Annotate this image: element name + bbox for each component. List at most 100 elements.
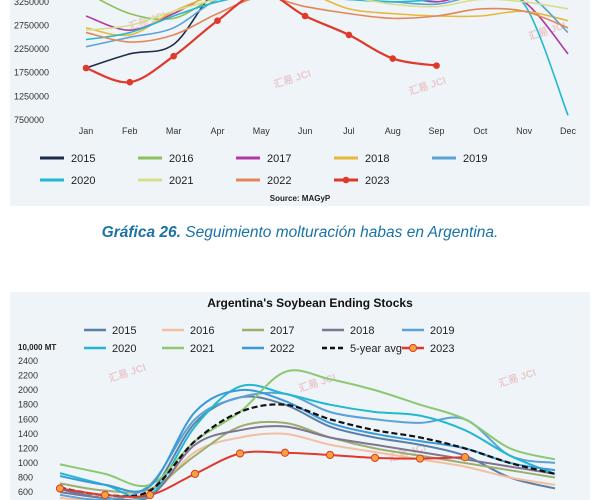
chart-molturacion: 750000 1250000 1750000 2250000 2750000 325000… [14, 0, 577, 203]
watermark: 汇易 JCI [497, 366, 538, 390]
y-tick-label: 2400 [18, 356, 38, 366]
data-point-2023 [145, 490, 155, 500]
legend-label-2018: 2018 [365, 153, 389, 165]
watermark: 汇易 JCI [272, 67, 313, 91]
y-tick-label: 1750000 [14, 68, 49, 78]
legend-label-2023: 2023 [430, 343, 454, 355]
series-line-2021 [85, 0, 569, 31]
watermark-text: 汇易 JCI [107, 361, 148, 385]
series-line-5-year-avg [59, 403, 556, 498]
legend-label-2017: 2017 [267, 153, 291, 165]
y-tick-label: 600 [18, 487, 33, 497]
x-tick-label: Jun [298, 126, 313, 136]
legend-label-2019: 2019 [430, 325, 454, 337]
series-line-2021 [59, 369, 556, 488]
figure-caption: Gráfica 26. Seguimiento molturación haba… [0, 224, 600, 242]
watermark: 汇易 JCI [407, 74, 448, 98]
data-point-2023 [214, 17, 221, 25]
data-point-2023 [170, 52, 177, 60]
legend-label-2018: 2018 [350, 325, 374, 337]
data-point-2023 [190, 469, 200, 478]
chart-ending-stocks-panel: Argentina's Soybean Ending Stocks 10,000 … [10, 292, 590, 500]
x-tick-label: Dec [560, 126, 577, 136]
y-tick-label: 1200 [18, 443, 38, 453]
x-tick-label: Oct [473, 126, 488, 136]
data-point-2023 [100, 490, 110, 500]
legend-label-2021: 2021 [169, 175, 193, 187]
y-tick-label: 2200 [18, 371, 38, 381]
legend-label-2020: 2020 [112, 343, 136, 355]
y-tick-label: 2750000 [14, 20, 49, 30]
x-tick-label: Mar [166, 126, 182, 136]
chart-ending-stocks: Argentina's Soybean Ending Stocks 10,000 … [18, 296, 556, 500]
watermark: 汇易 JCI [107, 361, 148, 385]
x-tick-label: Jan [79, 126, 94, 136]
legend-label-2017: 2017 [270, 325, 294, 337]
series-line-2015 [85, 0, 209, 69]
x-tick-label: Sep [429, 126, 445, 136]
x-tick-label: Jul [343, 126, 355, 136]
watermark-text: 汇易 JCI [407, 74, 448, 98]
legend-label-2016: 2016 [190, 325, 214, 337]
caption-label: Gráfica 26. [101, 224, 181, 241]
data-point-2023 [325, 450, 335, 460]
data-point-2023 [433, 62, 440, 69]
y-tick-label: 1000 [18, 458, 38, 468]
legend-marker-2023 [342, 176, 350, 184]
legend-label-2022: 2022 [270, 343, 294, 355]
y-tick-label: 3250000 [14, 0, 49, 7]
chart-title: Argentina's Soybean Ending Stocks [207, 296, 413, 310]
watermark-text: 汇易 JCI [297, 371, 338, 395]
legend-label-2015: 2015 [112, 325, 136, 337]
series-line-2017 [59, 420, 556, 494]
data-point-2023 [55, 484, 65, 493]
series-line-2019 [85, 0, 569, 48]
data-point-2023 [389, 55, 397, 62]
y-tick-label: 750000 [14, 115, 44, 125]
legend-label-2015: 2015 [71, 153, 95, 165]
legend-label-5-year-avg: 5-year avg [350, 343, 402, 355]
data-point-2023 [235, 449, 245, 458]
x-tick-label: Nov [516, 126, 533, 136]
legend-label-2022: 2022 [267, 175, 291, 187]
plot-area [55, 369, 556, 500]
x-tick-label: May [253, 126, 271, 136]
watermark-text: 汇易 JCI [497, 366, 538, 390]
data-point-2023 [345, 31, 353, 39]
legend-label-2021: 2021 [190, 343, 214, 355]
data-point-2023 [370, 453, 380, 462]
x-tick-label: Feb [122, 126, 138, 136]
x-tick-label: Apr [210, 126, 224, 136]
plot-area [82, 0, 569, 116]
series-line-2020 [85, 0, 569, 116]
y-tick-label: 1800 [18, 400, 38, 410]
data-point-2023 [301, 12, 309, 20]
series-line-2019 [59, 391, 556, 500]
series-line-2023 [85, 0, 437, 84]
legend-label-2016: 2016 [169, 153, 193, 165]
legend-label-2019: 2019 [463, 153, 487, 165]
series-line-2023 [59, 450, 466, 498]
y-tick-label: 2250000 [14, 44, 49, 54]
data-point-2023 [126, 78, 134, 86]
y-tick-label: 1400 [18, 429, 38, 439]
watermark-text: 汇易 JCI [272, 67, 313, 91]
data-point-2023 [460, 453, 470, 462]
data-point-2023 [280, 448, 290, 457]
data-point-2023 [415, 454, 425, 463]
caption-text: Seguimiento molturación habas en Argenti… [180, 224, 499, 241]
series-line-2022 [59, 388, 556, 493]
y-tick-label: 800 [18, 473, 33, 483]
y-axis-label: 10,000 MT [18, 343, 56, 352]
series-line-2017 [85, 0, 569, 55]
series-line-2022 [85, 0, 569, 43]
chart-source: Source: MAGyP [270, 194, 331, 203]
x-tick-label: Aug [385, 126, 401, 136]
y-tick-label: 2000 [18, 385, 38, 395]
legend-label-2023: 2023 [365, 175, 389, 187]
legend-label-2020: 2020 [71, 175, 95, 187]
watermark: 汇易 JCI [297, 371, 338, 395]
data-point-2023 [82, 64, 90, 72]
series-line-2016 [59, 432, 556, 500]
series-line-2016 [98, 0, 212, 21]
